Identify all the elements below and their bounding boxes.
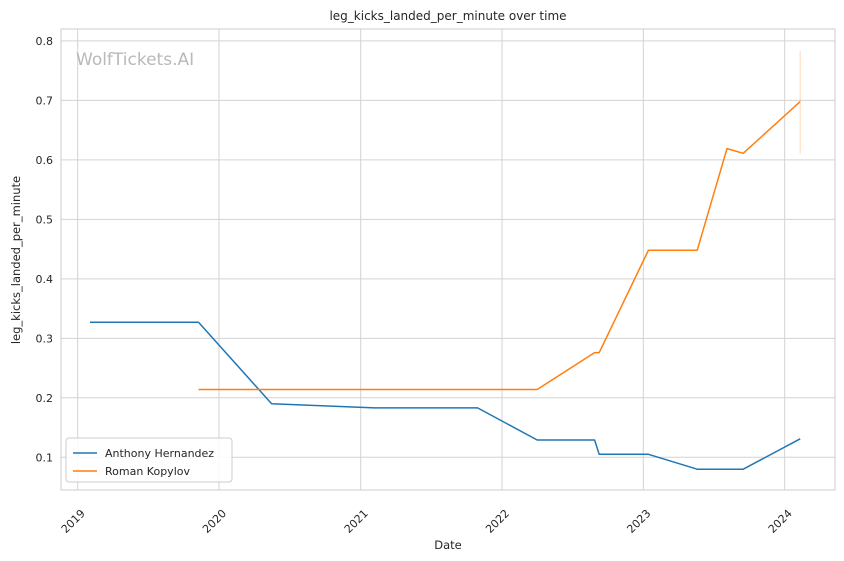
- series-layer: [90, 51, 801, 470]
- x-tick-label: 2019: [59, 507, 88, 536]
- legend-label-anthony-hernandez: Anthony Hernandez: [105, 447, 214, 460]
- plot-frame: [60, 28, 836, 491]
- legend: Anthony Hernandez Roman Kopylov: [65, 437, 233, 483]
- y-tick-label: 0.3: [36, 332, 54, 345]
- y-axis-label: leg_kicks_landed_per_minute: [9, 176, 23, 344]
- x-axis-ticks: 2019 2020 2021 2022 2023 2024: [59, 507, 795, 536]
- x-tick-label: 2021: [342, 507, 371, 536]
- y-tick-label: 0.2: [36, 392, 54, 405]
- y-tick-label: 0.4: [36, 273, 54, 286]
- x-tick-label: 2020: [200, 507, 229, 536]
- y-tick-label: 0.6: [36, 154, 54, 167]
- legend-label-roman-kopylov: Roman Kopylov: [105, 465, 190, 478]
- x-tick-label: 2022: [483, 507, 512, 536]
- y-axis-ticks: 0.1 0.2 0.3 0.4 0.5 0.6 0.7 0.8: [36, 35, 54, 464]
- x-tick-label: 2023: [624, 507, 653, 536]
- x-axis-label: Date: [434, 538, 462, 552]
- chart-title: leg_kicks_landed_per_minute over time: [329, 9, 566, 23]
- legend-box: [65, 437, 233, 483]
- watermark: WolfTickets.AI: [76, 50, 194, 70]
- y-tick-label: 0.8: [36, 35, 54, 48]
- y-tick-label: 0.1: [36, 451, 54, 464]
- x-tick-label: 2024: [766, 507, 795, 536]
- y-tick-label: 0.5: [36, 213, 54, 226]
- series-line-roman-kopylov: [198, 101, 801, 391]
- grid: [61, 29, 835, 490]
- y-tick-label: 0.7: [36, 94, 54, 107]
